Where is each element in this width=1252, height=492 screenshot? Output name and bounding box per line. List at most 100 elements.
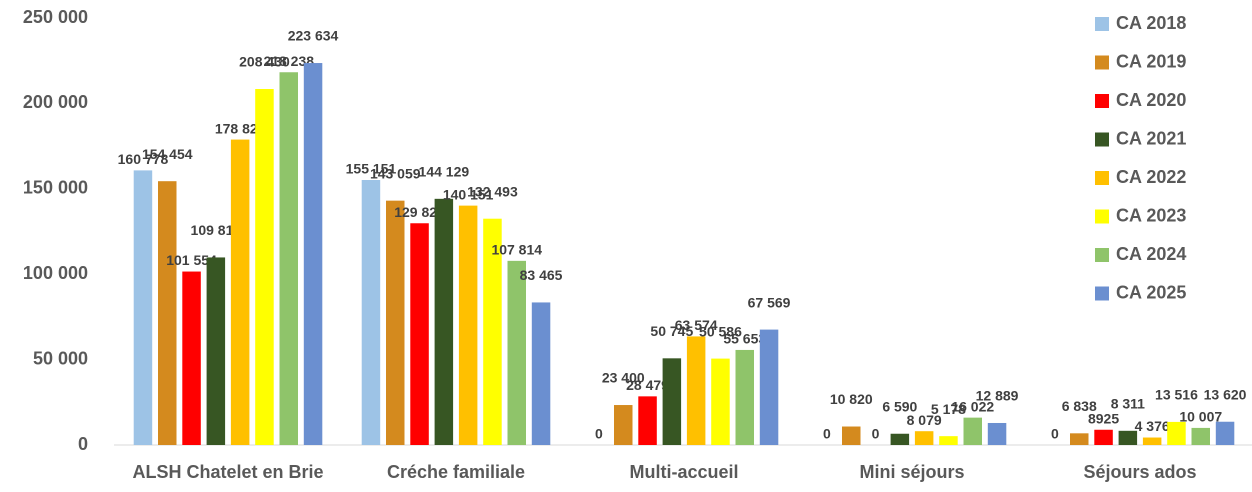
bar (638, 396, 657, 445)
x-tick-label: Créche familiale (387, 462, 525, 482)
value-label: 143 059 (370, 165, 421, 181)
legend-swatch (1095, 55, 1109, 70)
bar (279, 72, 298, 445)
value-label: 160 778 (118, 151, 169, 167)
value-label: 50 586 (699, 323, 742, 339)
bar (842, 426, 861, 445)
value-label: 155 151 (346, 161, 397, 177)
bar (361, 180, 381, 446)
value-label: 129 824 (394, 204, 445, 220)
value-label: 12 889 (976, 388, 1019, 404)
x-tick-label: Multi-accueil (629, 462, 738, 482)
legend-label: CA 2023 (1116, 205, 1186, 225)
y-tick-label: 200 000 (23, 92, 88, 112)
value-label: 5 178 (931, 401, 966, 417)
value-label: 132 493 (467, 183, 518, 199)
x-tick-label: Mini séjours (859, 462, 964, 482)
y-tick-label: 0 (78, 434, 88, 454)
value-label: 101 554 (166, 252, 217, 268)
bar (206, 257, 226, 445)
bar (182, 271, 201, 445)
bar (939, 436, 958, 445)
value-label: 0 (1051, 426, 1059, 442)
bar (255, 89, 274, 445)
bar (386, 200, 405, 445)
legend-label: CA 2020 (1116, 90, 1186, 110)
bar (531, 302, 551, 445)
value-label: 13 620 (1204, 386, 1247, 402)
value-label: 67 569 (748, 294, 791, 310)
value-label: 178 823 (215, 120, 266, 136)
value-label: 0 (823, 426, 831, 442)
bar (1142, 437, 1162, 445)
bar (1191, 427, 1210, 445)
legend-label: CA 2024 (1116, 244, 1186, 264)
bar (1094, 429, 1113, 445)
y-tick-label: 50 000 (33, 348, 88, 368)
value-label: 83 465 (520, 267, 563, 283)
bar (614, 405, 633, 445)
value-label: 223 634 (288, 28, 339, 44)
bar (303, 63, 323, 445)
value-label: 63 574 (675, 317, 718, 333)
bar (735, 349, 754, 445)
value-label: 28 479 (626, 377, 669, 393)
bar (987, 422, 1007, 445)
bar (1167, 421, 1186, 445)
value-label: 107 814 (491, 242, 542, 258)
value-label: 23 400 (602, 370, 645, 386)
value-label: 16 022 (951, 398, 994, 414)
value-label: 154 454 (142, 146, 193, 162)
value-label: 8925 (1088, 410, 1119, 426)
bar (662, 358, 682, 445)
value-label: 6 838 (1062, 398, 1097, 414)
bar (434, 198, 454, 445)
bar (759, 329, 779, 445)
bar (507, 260, 526, 445)
legend-swatch (1095, 94, 1109, 108)
y-tick-label: 250 000 (23, 7, 88, 27)
legend-label: CA 2019 (1116, 51, 1186, 71)
bar (133, 170, 153, 445)
bar (483, 218, 502, 445)
legend-label: CA 2018 (1116, 13, 1186, 33)
legend-swatch (1095, 132, 1109, 147)
bar (230, 139, 250, 445)
value-label: 8 079 (907, 412, 942, 428)
bar (1118, 430, 1138, 445)
value-label: 50 745 (650, 323, 693, 339)
value-label: 208 430 (239, 54, 290, 70)
y-tick-label: 100 000 (23, 263, 88, 283)
y-tick-label: 150 000 (23, 178, 88, 198)
value-label: 109 813 (191, 222, 242, 238)
x-tick-label: ALSH Chatelet en Brie (132, 462, 323, 482)
legend-label: CA 2025 (1116, 282, 1186, 302)
value-label: 144 129 (419, 164, 470, 180)
legend-swatch (1095, 286, 1109, 301)
value-label: 10 007 (1179, 409, 1222, 425)
value-label: 0 (872, 426, 880, 442)
legend-swatch (1095, 209, 1109, 224)
value-label: 0 (595, 426, 603, 442)
value-label: 218 238 (263, 53, 314, 69)
bar (686, 336, 706, 445)
legend-label: CA 2021 (1116, 128, 1186, 148)
bar (458, 205, 478, 445)
bar (158, 181, 177, 445)
legend-swatch (1095, 248, 1109, 262)
bar (914, 431, 934, 445)
legend-swatch (1095, 17, 1109, 31)
value-label: 55 653 (723, 331, 766, 347)
bar (963, 417, 982, 445)
bar (890, 433, 910, 445)
value-label: 6 590 (882, 398, 917, 414)
bar (1215, 421, 1235, 445)
bar (410, 223, 429, 445)
value-label: 140 151 (443, 186, 494, 202)
value-label: 10 820 (830, 391, 873, 407)
value-label: 8 311 (1111, 396, 1145, 412)
legend-label: CA 2022 (1116, 167, 1186, 187)
bar (1070, 433, 1089, 445)
legend-swatch (1095, 171, 1109, 185)
